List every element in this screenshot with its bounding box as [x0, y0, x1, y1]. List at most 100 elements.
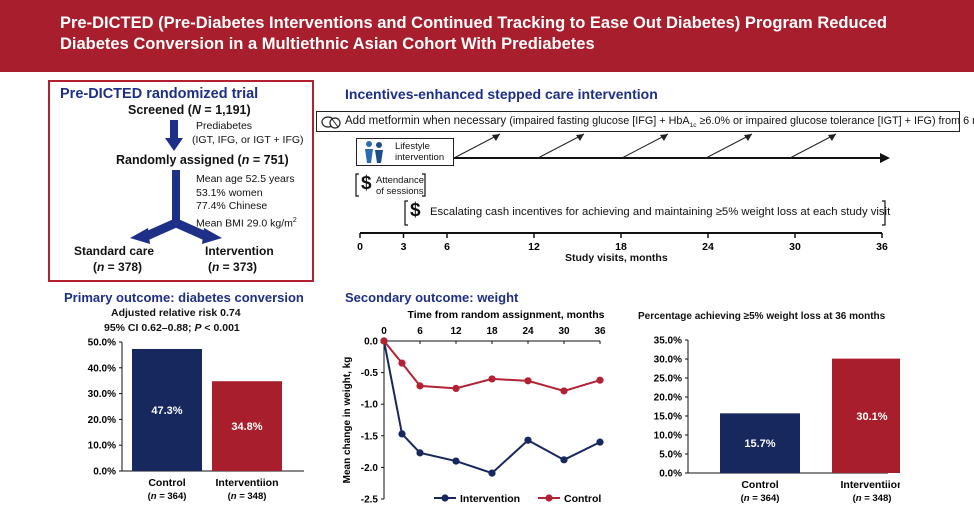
- legend-label: Intervention: [460, 493, 520, 505]
- step-arrow: [453, 133, 501, 159]
- series-line-intervention: [383, 340, 601, 475]
- trial-box: [48, 80, 314, 282]
- x-tick-label: 0: [381, 326, 387, 337]
- point-control: [488, 375, 496, 383]
- lifestyle-box: [356, 138, 454, 166]
- x-tick-label: 30: [558, 326, 570, 337]
- stat-chinese: 77.4% Chinese: [196, 200, 268, 212]
- point-control: [416, 382, 424, 390]
- relative-risk-line: Adjusted relative risk 0.74: [111, 307, 241, 319]
- legend-marker: [441, 494, 449, 502]
- bar-value-label: 47.3%: [151, 405, 182, 417]
- x-tick-label: 36: [594, 326, 606, 337]
- visit-tick-label: 18: [615, 241, 627, 253]
- title-banner: Pre-DICTED (Pre-Diabetes Interventions a…: [0, 0, 974, 72]
- y-tick-label: 35.0%: [654, 336, 682, 347]
- attendance-label: Attendance of sessions: [376, 175, 425, 197]
- bar-interventiion: [832, 358, 900, 473]
- attendance-bracket-right-icon: [422, 173, 426, 197]
- step-arrow: [537, 133, 585, 159]
- intervention-label: Intervention: [205, 244, 274, 258]
- prediabetes-detail: (IGT, IFG, or IGT + IFG): [192, 134, 304, 146]
- y-tick-label: 10.0%: [88, 441, 116, 452]
- y-tick-label: 30.0%: [654, 355, 682, 366]
- intervention-n: (n = 373): [208, 260, 258, 274]
- study-visit-axis: 0 3 6 12 18 24 30 36: [357, 232, 888, 253]
- legend-label: Control: [564, 493, 601, 505]
- point-control: [596, 376, 604, 384]
- baseline-stats: Mean age 52.5 years 53.1% women 77.4% Ch…: [196, 173, 297, 231]
- y-tick-label: 30.0%: [88, 389, 116, 400]
- y-tick-label: -1.0: [361, 400, 379, 411]
- standard-care-n: (n = 378): [93, 260, 143, 274]
- category-n-label: (n = 364): [741, 493, 780, 504]
- y-tick-label: 0.0%: [659, 469, 682, 480]
- split-arrow-icon: [130, 170, 222, 244]
- randomized-label: Randomly assigned (n = 751): [116, 153, 289, 167]
- lifestyle-label: Lifestyle intervention: [395, 141, 445, 163]
- point-intervention: [596, 438, 604, 446]
- timeline-arrows: [453, 133, 890, 163]
- banner-title: Pre-DICTED (Pre-Diabetes Interventions a…: [60, 13, 940, 55]
- cash-incentive-text: Escalating cash incentives for achieving…: [430, 206, 891, 218]
- visit-tick-label: 6: [444, 241, 450, 253]
- point-intervention: [452, 457, 460, 465]
- down-arrow-icon: [165, 120, 183, 151]
- bar-value-label: 34.8%: [231, 421, 262, 433]
- x-tick-label: 18: [486, 326, 498, 337]
- category-n-label: (n = 364): [148, 491, 187, 502]
- category-label: Interventiion: [840, 479, 900, 491]
- category-label: Control: [741, 479, 778, 491]
- stat-bmi: Mean BMI 29.0 kg/m2: [196, 216, 297, 230]
- pill-icon: [321, 116, 341, 129]
- point-intervention: [560, 456, 568, 464]
- y-tick-label: -2.5: [361, 495, 379, 506]
- visit-tick-label: 36: [876, 241, 888, 253]
- stat-age: Mean age 52.5 years: [196, 173, 295, 185]
- step-arrow: [705, 133, 753, 159]
- banner-title-line1: Pre-DICTED (Pre-Diabetes Interventions a…: [60, 14, 887, 32]
- trial-heading: Pre-DICTED randomized trial: [60, 86, 259, 102]
- banner-title-line2: Diabetes Conversion in a Multiethnic Asi…: [60, 35, 595, 53]
- visit-tick-label: 0: [357, 241, 363, 253]
- bar-control: [720, 413, 800, 473]
- cash-dollar-icon: $: [410, 200, 421, 221]
- y-tick-label: -1.5: [361, 431, 379, 442]
- category-n-label: (n = 348): [853, 493, 892, 504]
- y-tick-label: 50.0%: [88, 338, 116, 349]
- weight-loss-bar-chart: 35.0% 30.0% 25.0% 20.0% 15.0% 10.0% 5.0% 0.0% 15…: [654, 336, 900, 504]
- category-n-label: (n = 348): [228, 491, 267, 502]
- y-tick-label: 40.0%: [88, 363, 116, 374]
- metformin-text: Add metformin when necessary (impaired f…: [345, 115, 974, 130]
- point-control: [524, 377, 532, 385]
- y-tick-label: 25.0%: [654, 374, 682, 385]
- visit-tick-label: 12: [528, 241, 540, 253]
- x-axis-title: Time from random assignment, months: [407, 309, 604, 321]
- x-tick-label: 24: [522, 326, 534, 337]
- y-tick-label: 10.0%: [654, 431, 682, 442]
- legend-marker: [545, 494, 553, 502]
- secondary-heading: Secondary outcome: weight: [345, 290, 519, 305]
- point-intervention: [398, 430, 406, 438]
- visit-tick-label: 30: [789, 241, 801, 253]
- point-control: [398, 359, 406, 367]
- point-control: [380, 337, 388, 345]
- primary-bar-chart: 50.0% 40.0% 30.0% 20.0% 10.0% 0.0% 47.3% Contro…: [88, 338, 304, 502]
- screened-label: Screened (N = 1,191): [128, 103, 251, 117]
- y-tick-label: 20.0%: [88, 415, 116, 426]
- standard-care-label: Standard care: [74, 244, 155, 258]
- y-tick-label: 0.0%: [93, 467, 116, 478]
- ci-line: 95% CI 0.62–0.88; P < 0.001: [104, 322, 240, 334]
- y-tick-label: 15.0%: [654, 412, 682, 423]
- bar-value-label: 30.1%: [856, 411, 887, 423]
- point-intervention: [416, 449, 424, 457]
- visit-tick-label: 3: [401, 241, 407, 253]
- bar-control: [132, 348, 202, 471]
- step-arrow: [621, 133, 669, 159]
- visit-tick-label: 24: [702, 241, 714, 253]
- metformin-box: [316, 111, 960, 132]
- weight-loss-chart-title: Percentage achieving ≥5% weight loss at …: [638, 311, 886, 322]
- weight-line-chart: Time from random assignment, months 0 6 12 1…: [342, 309, 606, 506]
- y-tick-label: 20.0%: [654, 393, 682, 404]
- y-tick-label: -2.0: [361, 463, 379, 474]
